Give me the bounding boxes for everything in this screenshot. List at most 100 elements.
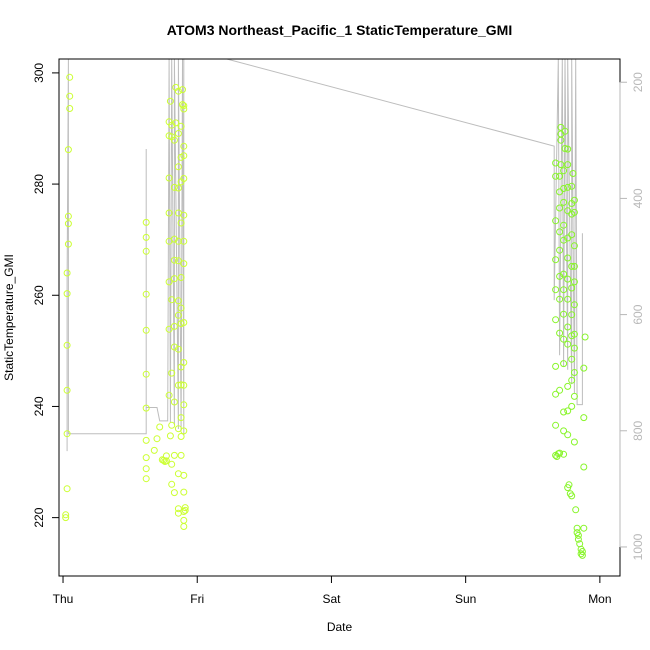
data-point xyxy=(570,208,578,216)
data-point xyxy=(180,260,188,268)
data-point xyxy=(564,161,572,169)
data-point xyxy=(142,404,150,412)
right-y-tick-label: 1000 xyxy=(631,533,645,560)
data-point xyxy=(180,237,188,245)
data-point xyxy=(162,452,170,460)
data-point xyxy=(66,105,74,112)
data-point xyxy=(560,427,568,435)
data-point xyxy=(170,256,178,264)
data-point xyxy=(556,204,564,212)
data-point xyxy=(561,127,569,135)
data-point xyxy=(174,130,182,137)
data-point xyxy=(580,414,588,422)
y-tick-label: 300 xyxy=(32,63,46,83)
data-point xyxy=(568,284,576,292)
data-point xyxy=(552,421,560,429)
data-point xyxy=(560,198,568,206)
data-point xyxy=(556,272,564,280)
data-point xyxy=(168,480,176,488)
pressure-line-layer xyxy=(66,58,583,452)
data-point xyxy=(165,278,173,286)
data-point xyxy=(177,414,185,422)
data-point xyxy=(561,145,569,152)
data-point xyxy=(556,246,564,254)
data-point xyxy=(64,212,72,220)
data-point xyxy=(180,102,188,110)
data-point xyxy=(568,182,576,190)
data-point xyxy=(177,451,185,459)
data-point xyxy=(180,516,188,524)
data-point xyxy=(180,142,188,150)
y-tick-label: 220 xyxy=(32,507,46,527)
data-point xyxy=(564,254,572,262)
data-point xyxy=(142,326,150,334)
data-point xyxy=(570,278,578,286)
data-point xyxy=(570,438,578,446)
data-point xyxy=(142,247,150,255)
data-point xyxy=(556,228,564,236)
data-point xyxy=(564,145,572,153)
data-point xyxy=(557,123,565,131)
data-point xyxy=(64,220,72,228)
data-point xyxy=(570,369,578,376)
data-point xyxy=(568,492,576,500)
data-point xyxy=(142,475,150,483)
data-point xyxy=(556,449,564,457)
data-point xyxy=(177,274,185,281)
data-point xyxy=(168,296,176,304)
data-point xyxy=(569,170,577,177)
data-point xyxy=(581,333,589,341)
data-point xyxy=(180,427,188,435)
data-point xyxy=(564,323,572,331)
data-point xyxy=(560,408,568,416)
data-point xyxy=(552,286,560,294)
data-point xyxy=(180,508,188,515)
data-point xyxy=(170,322,178,330)
data-point xyxy=(156,423,164,431)
data-point xyxy=(564,275,572,283)
data-point xyxy=(570,392,578,400)
data-point xyxy=(170,489,178,497)
data-point xyxy=(179,86,186,94)
data-point xyxy=(168,421,176,429)
data-point xyxy=(180,175,188,182)
data-point xyxy=(556,188,564,196)
data-point xyxy=(560,286,568,294)
data-point xyxy=(168,369,176,377)
data-point xyxy=(170,183,178,191)
data-point xyxy=(179,101,186,109)
data-point xyxy=(177,219,185,227)
y-tick-label: 280 xyxy=(32,174,46,194)
x-tick-label: Thu xyxy=(53,592,74,606)
data-point xyxy=(564,382,572,390)
data-point xyxy=(181,504,189,512)
data-point xyxy=(564,295,572,303)
data-point xyxy=(564,431,572,439)
data-point xyxy=(177,304,185,312)
pressure-line xyxy=(66,58,583,452)
right-y-tick-label: 400 xyxy=(631,188,645,208)
data-point xyxy=(580,463,588,471)
data-point xyxy=(153,435,161,443)
data-point xyxy=(174,311,182,319)
data-point xyxy=(180,488,188,496)
data-point xyxy=(177,122,185,130)
data-point xyxy=(166,97,174,105)
data-point xyxy=(568,231,576,239)
data-point xyxy=(580,364,588,372)
data-point xyxy=(180,152,188,160)
data-point xyxy=(180,105,188,113)
data-point xyxy=(180,359,188,366)
data-point xyxy=(568,311,576,319)
data-point xyxy=(62,511,70,519)
y-axis-label: StaticTemperature_GMI xyxy=(2,254,16,381)
data-point xyxy=(578,548,586,555)
data-point xyxy=(570,242,578,250)
data-point xyxy=(568,262,576,270)
data-point xyxy=(174,505,182,513)
data-point xyxy=(180,211,188,219)
data-point xyxy=(570,344,578,352)
right-y-tick-label: 800 xyxy=(631,420,645,440)
data-point xyxy=(142,290,150,298)
